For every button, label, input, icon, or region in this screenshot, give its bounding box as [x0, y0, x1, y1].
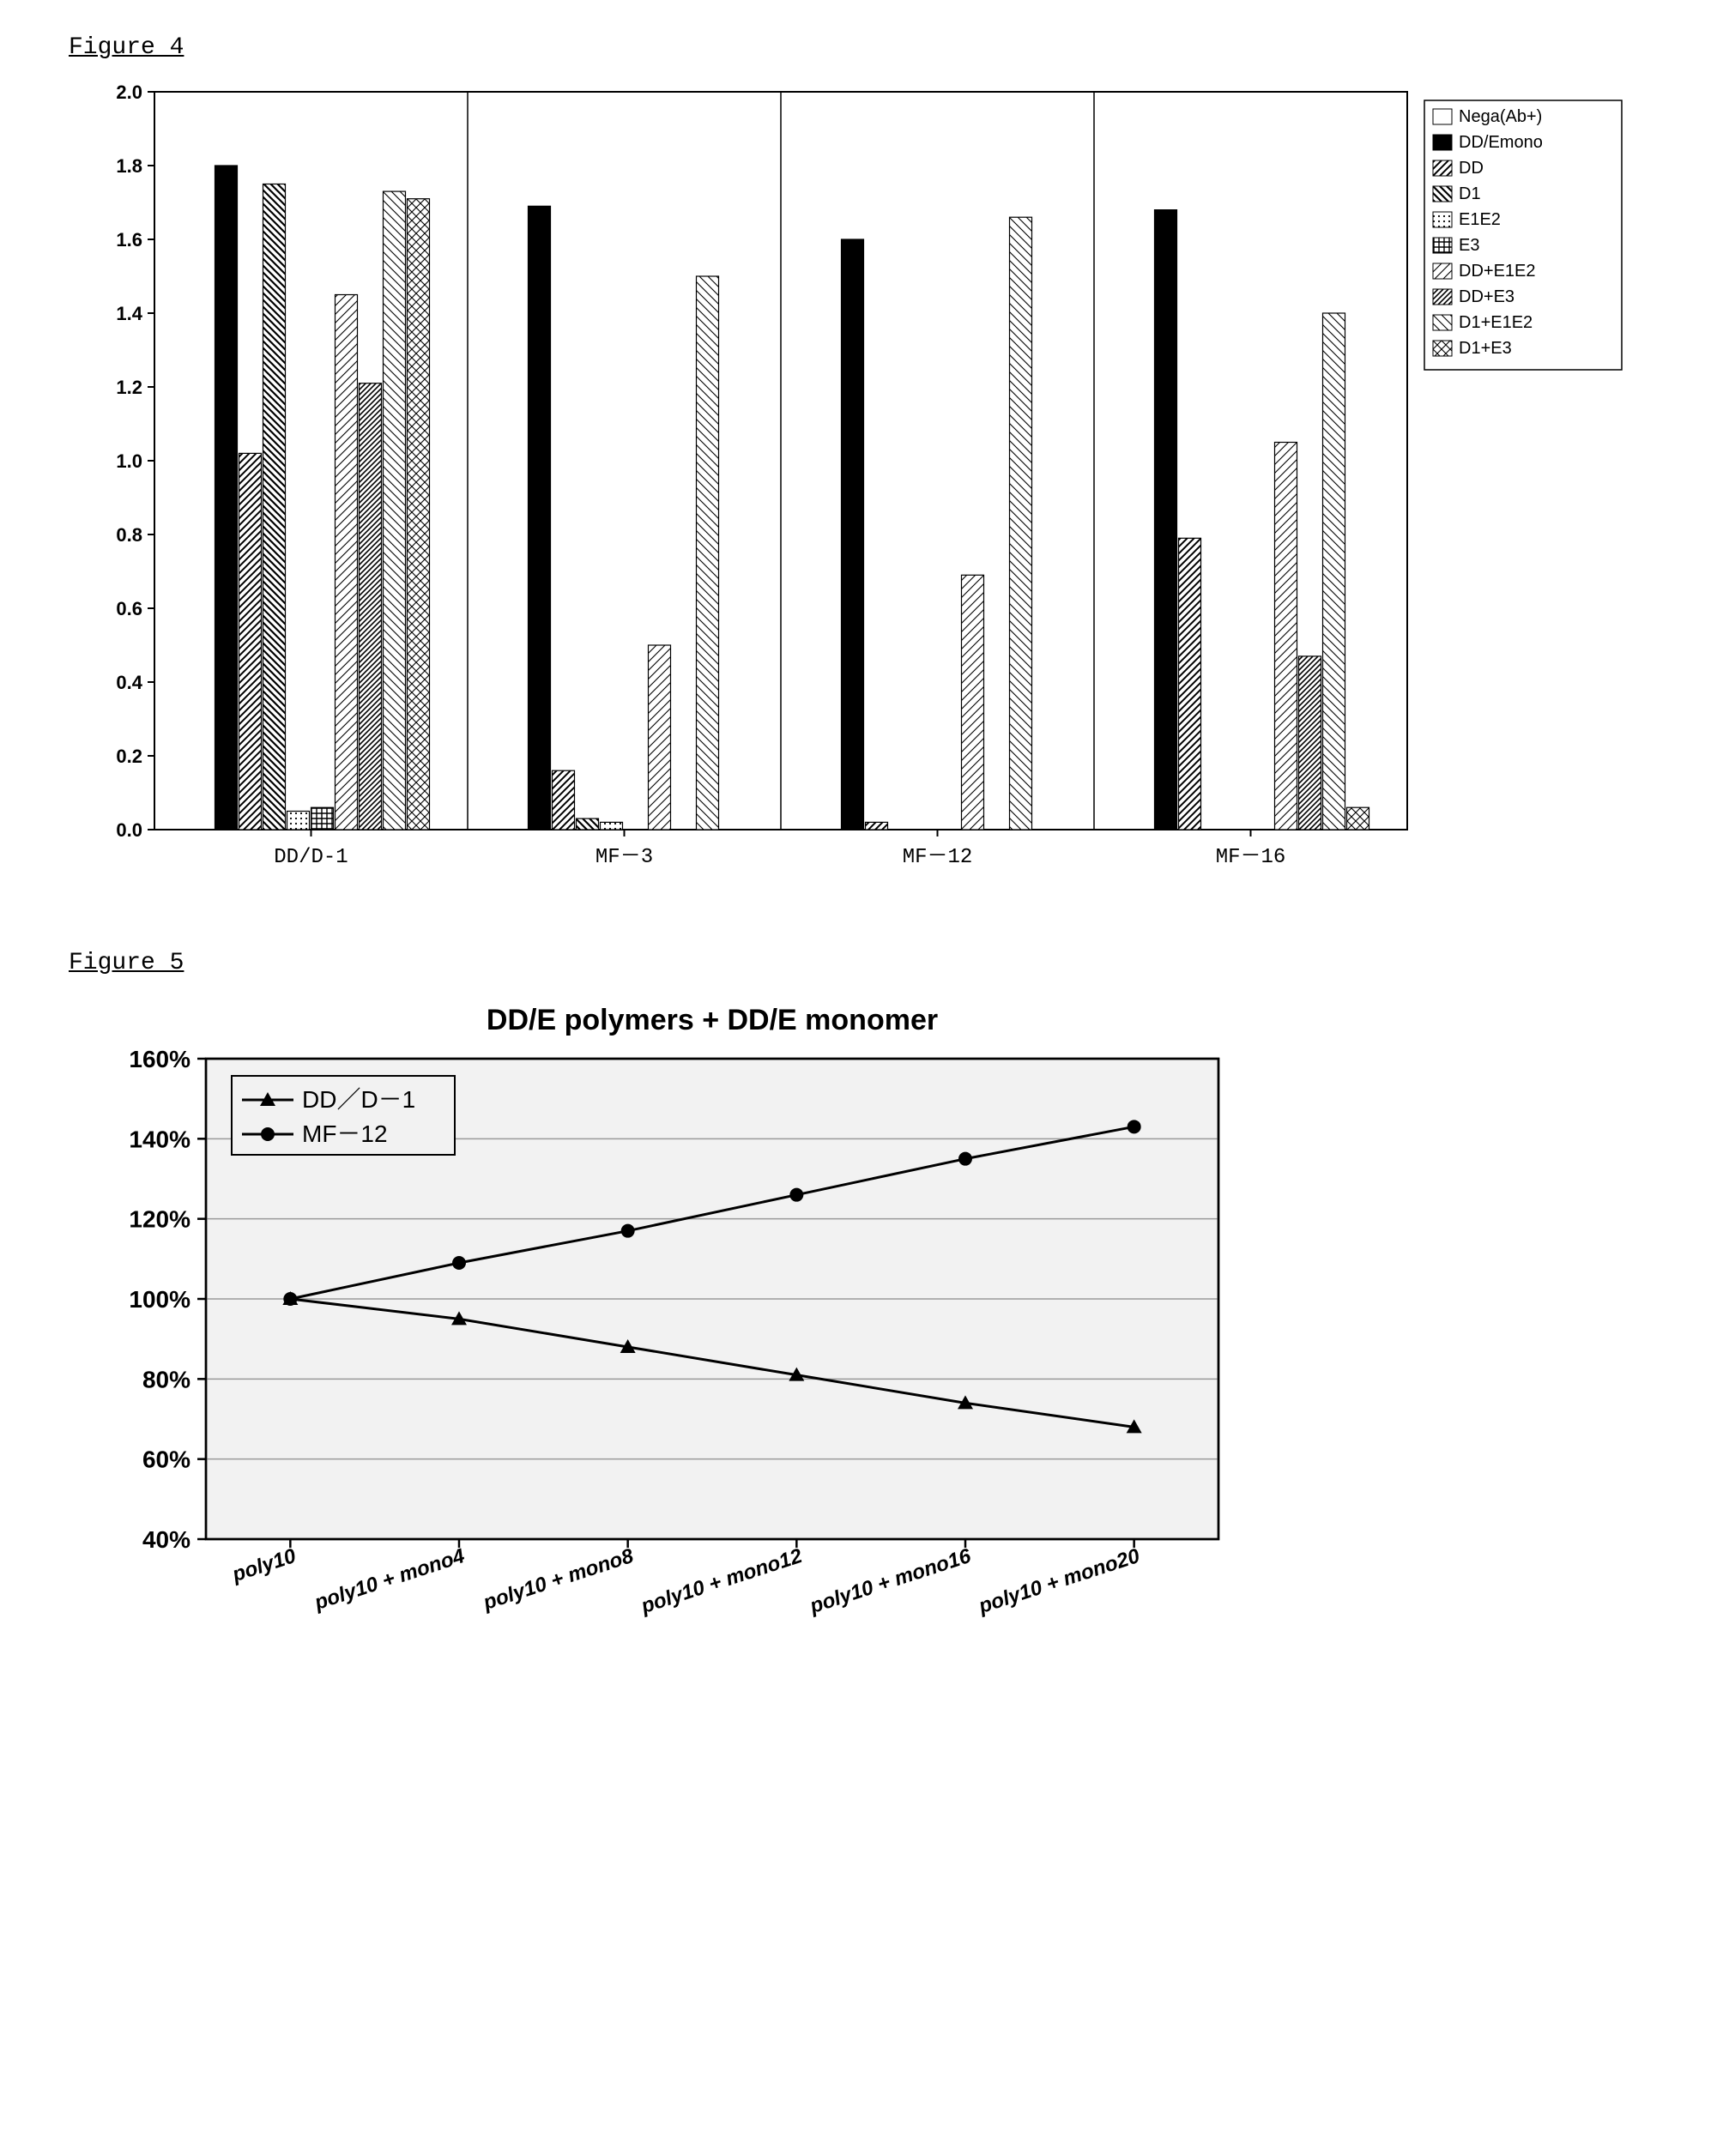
svg-text:120%: 120%: [129, 1206, 190, 1233]
svg-text:DD+E3: DD+E3: [1459, 287, 1514, 306]
svg-text:0.0: 0.0: [116, 819, 142, 841]
svg-text:E3: E3: [1459, 236, 1479, 255]
svg-text:E1E2: E1E2: [1459, 210, 1501, 229]
svg-text:MF－16: MF－16: [1216, 846, 1286, 869]
svg-text:D1+E1E2: D1+E1E2: [1459, 313, 1533, 332]
svg-text:D1+E3: D1+E3: [1459, 339, 1512, 358]
svg-text:1.2: 1.2: [116, 377, 142, 398]
figure-5-chart: DD/E polymers + DD/E monomer 40% 60% 80% 100…: [51, 990, 1424, 1745]
figure-4-block: Figure 4 0.0 0.2 0.4 0.6 0.8 1.0 1.2 1.4 1.6 1.8 2…: [51, 34, 1666, 898]
svg-text:DD: DD: [1459, 159, 1484, 178]
svg-text:100%: 100%: [129, 1286, 190, 1313]
svg-text:1.8: 1.8: [116, 155, 142, 177]
svg-text:Nega(Ab+): Nega(Ab+): [1459, 107, 1542, 126]
svg-text:poly10 + mono20: poly10 + mono20: [975, 1544, 1143, 1619]
svg-text:2.0: 2.0: [116, 82, 142, 103]
svg-text:MF－3: MF－3: [596, 846, 653, 869]
svg-text:140%: 140%: [129, 1126, 190, 1152]
svg-text:DD/E polymers + DD/E monomer: DD/E polymers + DD/E monomer: [487, 1004, 938, 1036]
figure-5-label: Figure 5: [69, 950, 1666, 976]
svg-text:0.4: 0.4: [116, 672, 142, 693]
svg-text:0.2: 0.2: [116, 746, 142, 767]
svg-text:1.6: 1.6: [116, 229, 142, 251]
svg-text:DD+E1E2: DD+E1E2: [1459, 262, 1536, 281]
svg-text:poly10 + mono12: poly10 + mono12: [638, 1544, 806, 1619]
figure-5-block: Figure 5 DD/E polymers + DD/E monomer 40%…: [51, 950, 1666, 1745]
svg-text:poly10 + mono8: poly10 + mono8: [480, 1544, 637, 1615]
svg-text:DD/Emono: DD/Emono: [1459, 133, 1543, 152]
svg-text:160%: 160%: [129, 1046, 190, 1072]
svg-text:poly10 + mono16: poly10 + mono16: [807, 1544, 975, 1619]
figure-4-label: Figure 4: [69, 34, 1666, 61]
svg-text:1.4: 1.4: [116, 303, 142, 324]
svg-text:0.8: 0.8: [116, 524, 142, 546]
svg-text:MF－12: MF－12: [302, 1120, 388, 1147]
svg-text:60%: 60%: [142, 1446, 190, 1473]
svg-text:DD/D-1: DD/D-1: [274, 846, 348, 869]
svg-text:DD／D－1: DD／D－1: [302, 1086, 415, 1113]
svg-text:1.0: 1.0: [116, 450, 142, 472]
figure-4-chart: 0.0 0.2 0.4 0.6 0.8 1.0 1.2 1.4 1.6 1.8 2.0 DD/D-1 M…: [51, 75, 1665, 898]
svg-text:0.6: 0.6: [116, 598, 142, 619]
svg-text:poly10: poly10: [229, 1544, 299, 1587]
svg-text:80%: 80%: [142, 1366, 190, 1392]
svg-text:D1: D1: [1459, 184, 1481, 203]
svg-text:poly10 + mono4: poly10 + mono4: [311, 1544, 467, 1615]
svg-text:MF－12: MF－12: [903, 846, 973, 869]
svg-text:40%: 40%: [142, 1526, 190, 1553]
